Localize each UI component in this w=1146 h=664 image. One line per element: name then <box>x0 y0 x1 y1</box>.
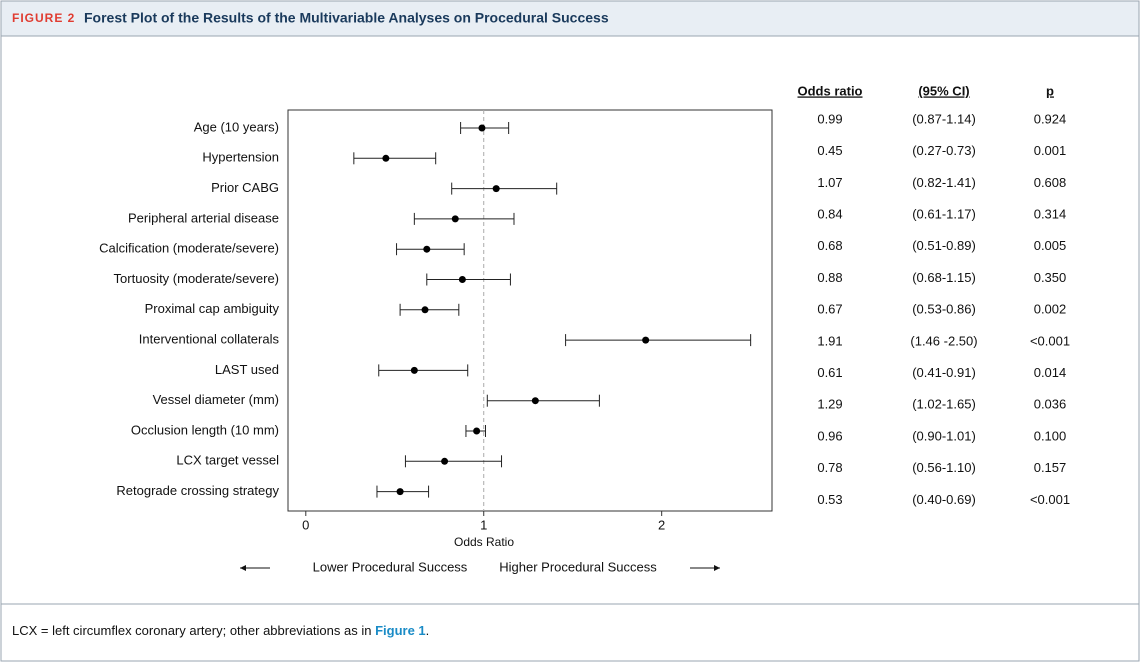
plot-frame <box>287 109 773 512</box>
point-estimate <box>451 215 459 223</box>
p-value: 0.350 <box>1034 270 1067 285</box>
odds-ratio: 0.68 <box>817 238 842 253</box>
row-label: Peripheral arterial disease <box>128 210 279 225</box>
row-label: Prior CABG <box>211 180 279 195</box>
odds-ratio: 0.61 <box>817 365 842 380</box>
row-label: Retograde crossing strategy <box>116 483 279 498</box>
odds-ratio: 1.91 <box>817 333 842 348</box>
direction-label: Lower Procedural Success <box>313 559 468 574</box>
ci-label: (0.41-0.91) <box>912 365 976 380</box>
ci-label: (1.46 -2.50) <box>910 333 977 348</box>
arrow-head <box>240 565 246 571</box>
ci-label: (0.82-1.41) <box>912 175 976 190</box>
figure-title: Forest Plot of the Results of the Multiv… <box>84 10 609 26</box>
row-label: Proximal cap ambiguity <box>145 301 280 316</box>
row-label: Calcification (moderate/severe) <box>99 241 279 256</box>
ci-label: (0.53-0.86) <box>912 302 976 317</box>
point-estimate <box>396 488 404 496</box>
ci-label: (1.02-1.65) <box>912 397 976 412</box>
ci-label: (0.56-1.10) <box>912 460 976 475</box>
header-band <box>0 0 1140 37</box>
ci-label: (0.61-1.17) <box>912 207 976 222</box>
p-value: 0.157 <box>1034 460 1067 475</box>
point-estimate <box>423 245 431 253</box>
row-label: Hypertension <box>202 150 279 165</box>
x-tick-label: 0 <box>302 517 309 532</box>
odds-ratio: 1.29 <box>817 397 842 412</box>
p-value: 0.005 <box>1034 238 1067 253</box>
p-value: 0.608 <box>1034 175 1067 190</box>
point-estimate <box>410 366 418 374</box>
odds-ratio: 0.78 <box>817 460 842 475</box>
x-tick-label: 1 <box>480 517 487 532</box>
column-header: p <box>1046 83 1054 98</box>
odds-ratio: 0.88 <box>817 270 842 285</box>
point-estimate <box>458 276 466 283</box>
p-value: 0.924 <box>1034 111 1067 126</box>
p-value: <0.001 <box>1030 492 1070 507</box>
footnote-link[interactable]: Figure 1 <box>375 623 426 638</box>
odds-ratio: 0.96 <box>817 428 842 443</box>
p-value: <0.001 <box>1030 333 1070 348</box>
row-label: Vessel diameter (mm) <box>153 392 279 407</box>
footnote: LCX = left circumflex coronary artery; o… <box>12 623 429 638</box>
direction-label: Higher Procedural Success <box>499 559 657 574</box>
point-estimate <box>382 154 390 162</box>
ci-label: (0.90-1.01) <box>912 428 976 443</box>
x-axis-label: Odds Ratio <box>454 535 514 549</box>
point-estimate <box>492 185 500 193</box>
row-label: Tortuosity (moderate/severe) <box>114 271 279 286</box>
footnote-text: . <box>426 623 430 638</box>
p-value: 0.014 <box>1034 365 1067 380</box>
ci-label: (0.87-1.14) <box>912 111 976 126</box>
p-value: 0.314 <box>1034 207 1067 222</box>
point-estimate <box>441 457 449 465</box>
odds-ratio: 0.53 <box>817 492 842 507</box>
point-estimate <box>642 336 650 344</box>
p-value: 0.001 <box>1034 143 1067 158</box>
footnote-text: LCX = left circumflex coronary artery; o… <box>12 623 375 638</box>
p-value: 0.100 <box>1034 428 1067 443</box>
odds-ratio: 0.45 <box>817 143 842 158</box>
odds-ratio: 1.07 <box>817 175 842 190</box>
row-label: LAST used <box>215 362 279 377</box>
odds-ratio: 0.67 <box>817 302 842 317</box>
column-header: Odds ratio <box>797 83 862 98</box>
point-estimate <box>421 306 429 314</box>
ci-label: (0.40-0.69) <box>912 492 976 507</box>
x-tick-label: 2 <box>658 517 665 532</box>
ci-label: (0.51-0.89) <box>912 238 976 253</box>
point-estimate <box>531 397 539 405</box>
p-value: 0.002 <box>1034 302 1067 317</box>
column-header: (95% CI) <box>918 83 969 98</box>
odds-ratio: 0.99 <box>817 111 842 126</box>
row-label: Occlusion length (10 mm) <box>131 422 279 437</box>
point-estimate <box>478 124 486 132</box>
row-label: Interventional collaterals <box>139 332 280 347</box>
ci-label: (0.68-1.15) <box>912 270 976 285</box>
odds-ratio: 0.84 <box>817 207 842 222</box>
ci-label: (0.27-0.73) <box>912 143 976 158</box>
figure-label: FIGURE 2 <box>12 11 75 25</box>
row-label: Age (10 years) <box>194 119 279 134</box>
arrow-head <box>714 565 720 571</box>
p-value: 0.036 <box>1034 397 1067 412</box>
row-label: LCX target vessel <box>176 453 279 468</box>
point-estimate <box>473 427 481 435</box>
